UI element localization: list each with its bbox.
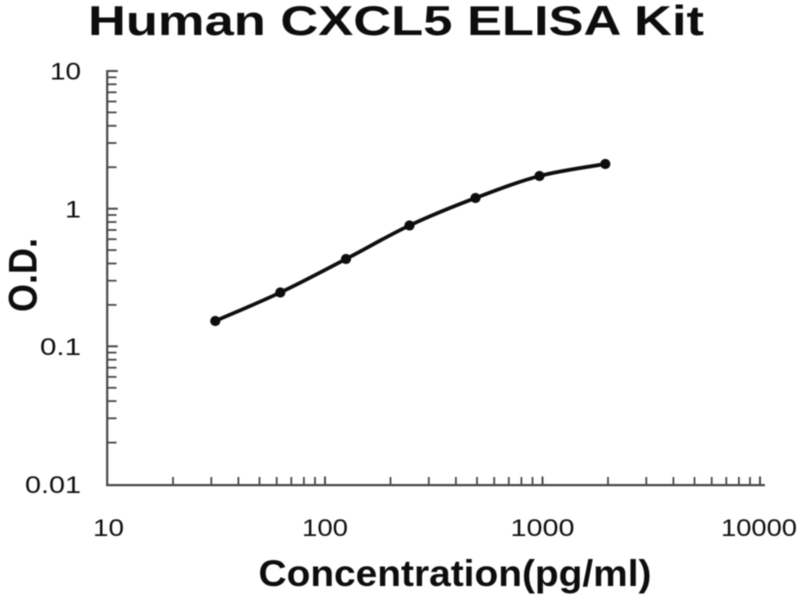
svg-text:O.D.: O.D. — [2, 238, 46, 312]
svg-text:100: 100 — [302, 515, 348, 542]
svg-text:10: 10 — [93, 515, 124, 542]
svg-text:1000: 1000 — [511, 515, 575, 542]
svg-text:Concentration(pg/ml): Concentration(pg/ml) — [259, 553, 652, 594]
svg-text:0.01: 0.01 — [25, 472, 81, 499]
svg-text:10: 10 — [50, 59, 81, 86]
svg-text:0.1: 0.1 — [40, 334, 81, 361]
svg-text:Human CXCL5 ELISA Kit: Human CXCL5 ELISA Kit — [88, 0, 704, 44]
svg-text:1: 1 — [65, 197, 81, 224]
svg-text:10000: 10000 — [721, 515, 797, 542]
